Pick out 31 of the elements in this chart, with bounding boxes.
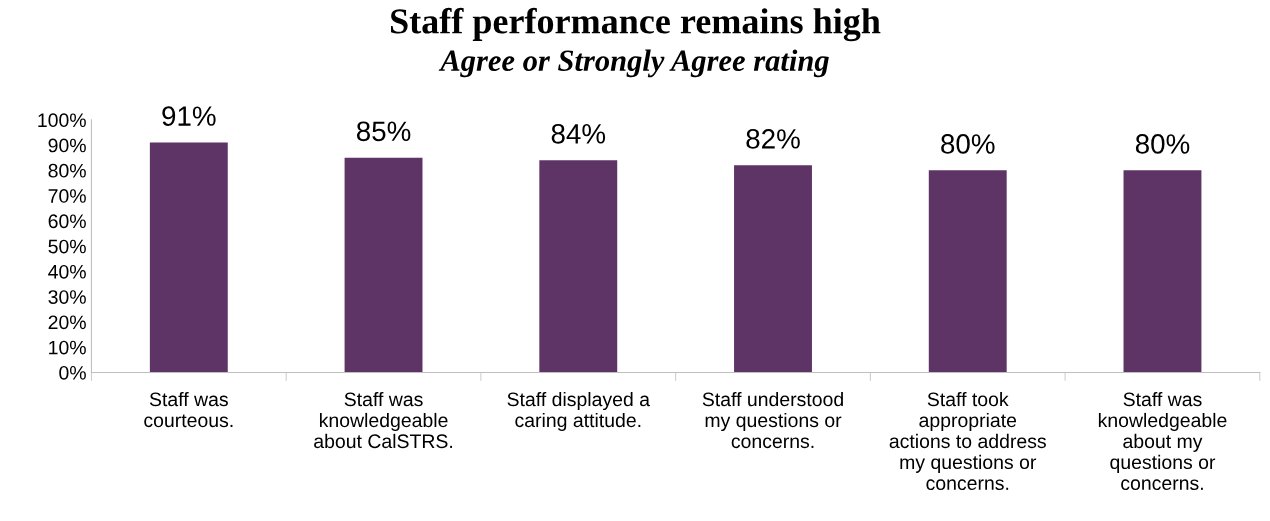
y-tick-label: 60%: [48, 214, 86, 229]
y-tick-label: 40%: [48, 264, 86, 279]
data-label: 82%: [746, 129, 800, 149]
x-tick-label: Staff understood my questions or concerns.: [702, 391, 843, 449]
y-tick-label: 100%: [38, 113, 86, 128]
y-tick-label: 0%: [59, 365, 86, 380]
x-tick-label: Staff displayed a caring attitude.: [507, 391, 650, 432]
data-label: 80%: [1135, 134, 1190, 154]
data-label: 84%: [551, 123, 606, 144]
y-tick-label: 80%: [48, 163, 86, 178]
x-tick-label: Staff was courteous.: [144, 391, 233, 428]
bar: [539, 160, 618, 373]
y-tick-label: 50%: [48, 239, 86, 254]
bar: [928, 170, 1007, 373]
chart-subtitle: Agree or Strongly Agree rating: [438, 49, 829, 78]
bar: [149, 142, 228, 373]
y-tick-label: 90%: [48, 138, 86, 153]
x-tick-label: Staff was knowledgeable about CalSTRS.: [314, 391, 453, 449]
chart-title: Staff performance remains high: [391, 7, 881, 42]
x-tick-label: Staff took appropriate actions to address my questions or concerns.: [889, 391, 1046, 491]
data-label: 85%: [356, 121, 411, 142]
bar: [1123, 170, 1202, 373]
x-tick-label: Staff was knowledgeable about my questions or concerns.: [1098, 391, 1227, 491]
bar: [734, 165, 812, 373]
y-tick-label: 30%: [48, 290, 86, 304]
y-tick-label: 10%: [49, 340, 86, 355]
bar: [344, 157, 423, 373]
data-label: 80%: [941, 134, 995, 154]
y-tick-label: 70%: [48, 189, 86, 203]
y-tick-label: 20%: [48, 315, 86, 330]
data-label: 91%: [162, 106, 216, 126]
